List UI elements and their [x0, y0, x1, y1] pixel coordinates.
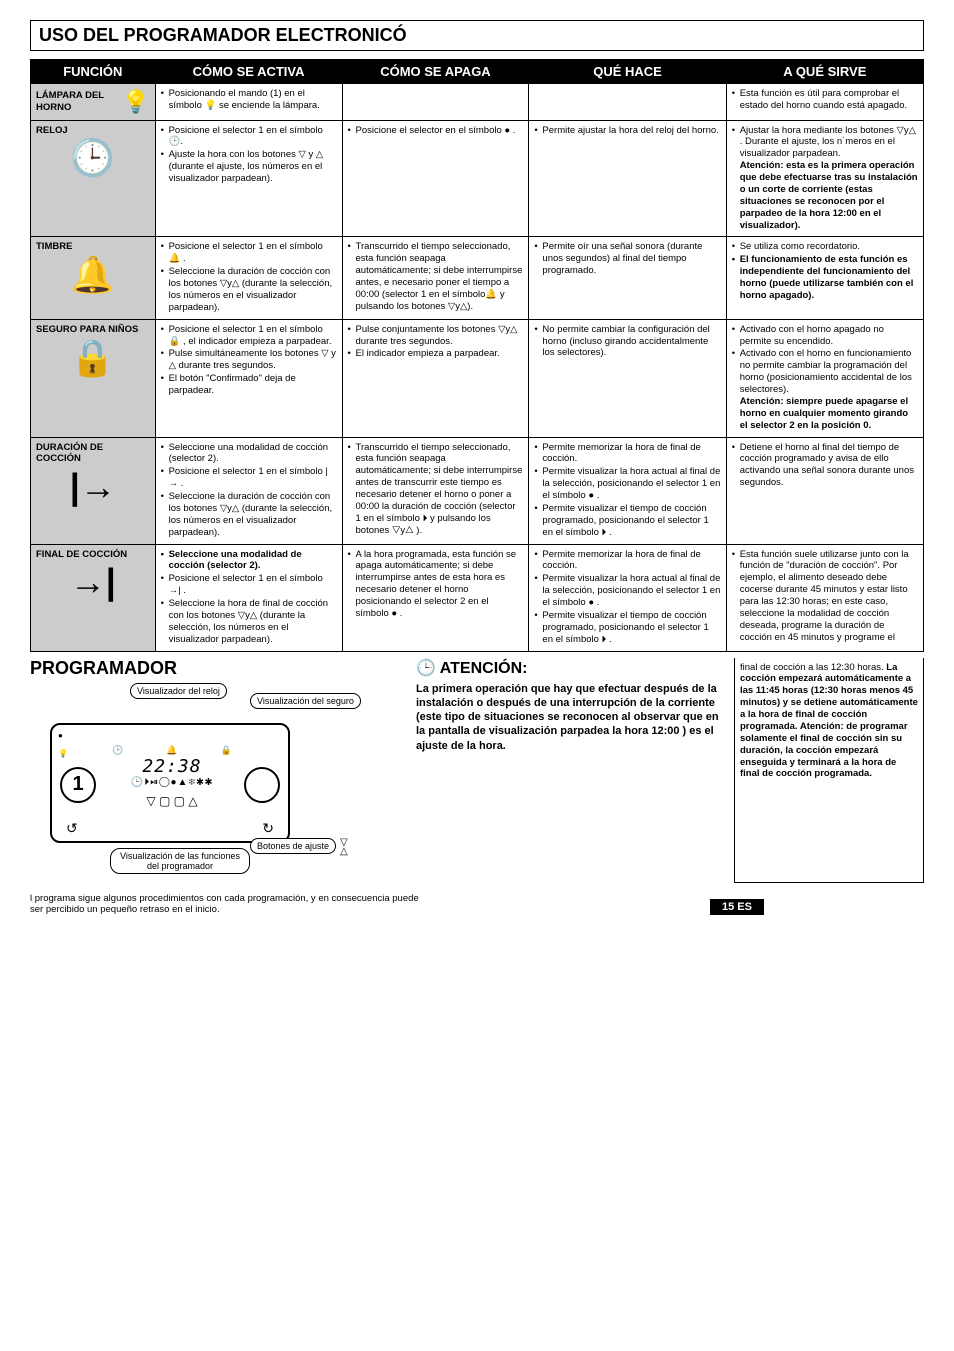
reloj-activa-1: Posicione el selector 1 en el símbolo 🕒. [161, 125, 337, 149]
auto-icon: 🕒 [112, 745, 123, 756]
lamp-icon: 💡 [122, 88, 149, 116]
title-bar: USO DEL PROGRAMADOR ELECTRONICÓ [30, 20, 924, 51]
header-funcion: FUNCIÓN [31, 60, 156, 84]
seguro-sirve-2: Activado con el horno en funcionamiento … [732, 348, 918, 431]
timbre-activa-1: Posicione el selector 1 en el símbolo 🔔 … [161, 241, 337, 265]
fin-activa-3: Seleccione la hora de final de cocción c… [161, 598, 337, 646]
selector-2[interactable] [244, 767, 280, 803]
control-panel: ● 💡 1 🕒 🔔 🔒 22:38 🕒⏵⏯◯●▲❄✱✱ ▽ ▢ ▢ △ ↺ ↻ [50, 723, 290, 843]
page-number: 15 ES [710, 899, 764, 915]
row-seguro: SEGURO PARA NIÑOS 🔒 Posicione el selecto… [31, 319, 924, 437]
timbre-activa-2: Seleccione la duración de cocción con lo… [161, 266, 337, 314]
func-seguro-name: SEGURO PARA NIÑOS [36, 324, 150, 336]
callout-botones: Botones de ajuste [250, 838, 336, 854]
dur-apaga: Transcurrido el tiempo seleccionado, est… [348, 442, 524, 537]
clock-icon: 🕒 [36, 140, 150, 176]
lamp-activa: Posicionando el mando (1) en el símbolo … [161, 88, 337, 112]
reloj-sirve: Ajustar la hora mediante los botones ▽y△… [732, 125, 918, 232]
fin-apaga: A la hora programada, esta función se ap… [348, 549, 524, 620]
bell-icon: 🔔 [36, 257, 150, 293]
lock-icon: 🔒 [36, 340, 150, 376]
fin-hace-1: Permite memorizar la hora de final de co… [534, 549, 720, 573]
fin-activa-1: Seleccione una modalidad de cocción (sel… [161, 549, 337, 573]
func-lampara-name: LÁMPARA DEL HORNO [36, 90, 120, 114]
seguro-activa-2: Pulse simultáneamente los botones ▽ y △ … [161, 348, 337, 372]
bottom-section: PROGRAMADOR Visualizador del reloj Visua… [30, 658, 924, 883]
arrow-right-icon: |→ [36, 469, 150, 505]
programador-title: PROGRAMADOR [30, 658, 410, 679]
callout-reloj: Visualizador del reloj [130, 683, 227, 699]
reloj-hace: Permite ajustar la hora del reloj del ho… [534, 125, 720, 137]
seguro-apaga-2: El indicador empieza a parpadear. [348, 348, 524, 360]
display-buttons: ▽ ▢ ▢ △ [112, 794, 232, 808]
atencion-text: La primera operación que hay que efectua… [416, 682, 728, 753]
func-final-name: FINAL DE COCCIÓN [36, 549, 150, 561]
seguro-activa-1: Posicione el selector 1 en el símbolo 🔒 … [161, 324, 337, 348]
row-lampara: LÁMPARA DEL HORNO 💡 Posicionando el mand… [31, 84, 924, 121]
lock-small-icon: 🔔 [166, 745, 177, 756]
dur-activa-2: Posicione el selector 1 en el símbolo |→… [161, 466, 337, 490]
dur-hace-3: Permite visualizar el tiempo de cocción … [534, 503, 720, 539]
display-time: 22:38 [112, 756, 232, 777]
lamp-sirve: Esta función es útil para comprobar el e… [732, 88, 918, 112]
page-title: USO DEL PROGRAMADOR ELECTRONICÓ [39, 25, 915, 46]
reloj-apaga: Posicione el selector en el símbolo ● . [348, 125, 524, 137]
row-duracion: DURACIÓN DE COCCIÓN |→ Seleccione una mo… [31, 437, 924, 544]
arrow-right-small-icon: ↻ [262, 820, 274, 837]
arrow-left-icon: ↺ [66, 820, 78, 837]
timbre-sirve-2: El funcionamiento de esta función es ind… [732, 254, 918, 302]
seguro-activa-3: El botón "Confirmado" deja de parpadear. [161, 373, 337, 397]
fin-hace-3: Permite visualizar el tiempo de cocción … [534, 610, 720, 646]
atencion-title: 🕒 ATENCIÓN: [416, 658, 728, 678]
dur-activa-1: Seleccione una modalidad de cocción (sel… [161, 442, 337, 466]
lock-tiny-icon: 🔒 [221, 745, 232, 756]
dur-hace-1: Permite memorizar la hora de final de co… [534, 442, 720, 466]
row-final: FINAL DE COCCIÓN →| Seleccione una modal… [31, 544, 924, 651]
display-symbols: 🕒⏵⏯◯●▲❄✱✱ [112, 777, 232, 788]
seguro-sirve-1: Activado con el horno apagado no permite… [732, 324, 918, 348]
functions-table: FUNCIÓN CÓMO SE ACTIVA CÓMO SE APAGA QUÉ… [30, 59, 924, 652]
seguro-apaga-1: Pulse conjuntamente los botones ▽y△ dura… [348, 324, 524, 348]
reloj-activa-2: Ajuste la hora con los botones ▽ y △ (du… [161, 149, 337, 185]
footer-note: l programa sigue algunos procedimientos … [30, 893, 430, 915]
fin-activa-2: Posicione el selector 1 en el símbolo →|… [161, 573, 337, 597]
dur-sirve: Detiene el horno al final del tiempo de … [732, 442, 918, 490]
header-hace: QUÉ HACE [529, 60, 726, 84]
seguro-hace: No permite cambiar la configuración del … [534, 324, 720, 360]
dur-hace-2: Permite visualizar la hora actual al fin… [534, 466, 720, 502]
header-apaga: CÓMO SE APAGA [342, 60, 529, 84]
header-activa: CÓMO SE ACTIVA [155, 60, 342, 84]
dur-activa-3: Seleccione la duración de cocción con lo… [161, 491, 337, 539]
timbre-hace: Permite oír una señal sonora (durante un… [534, 241, 720, 277]
func-duracion-name: DURACIÓN DE COCCIÓN [36, 442, 150, 466]
row-timbre: TIMBRE 🔔 Posicione el selector 1 en el s… [31, 237, 924, 319]
atencion-block: 🕒 ATENCIÓN: La primera operación que hay… [416, 658, 728, 883]
programador-block: PROGRAMADOR Visualizador del reloj Visua… [30, 658, 410, 883]
callout-seguro: Visualización del seguro [250, 693, 361, 709]
selector-1[interactable]: 1 [60, 767, 96, 803]
right-continued: final de cocción a las 12:30 horas. La c… [734, 658, 924, 883]
fin-sirve: Esta función suele utilizarse junto con … [732, 549, 918, 644]
func-reloj-name: RELOJ [36, 125, 150, 137]
triangle-icons: ▽△ [340, 838, 348, 856]
row-reloj: RELOJ 🕒 Posicione el selector 1 en el sí… [31, 120, 924, 237]
timbre-apaga: Transcurrido el tiempo seleccionado, est… [348, 241, 524, 312]
lamp-small-icon: 💡 [58, 749, 68, 758]
func-timbre-name: TIMBRE [36, 241, 150, 253]
arrow-stop-icon: →| [36, 564, 150, 600]
programador-diagram: Visualizador del reloj Visualización del… [30, 683, 410, 883]
header-sirve: A QUÉ SIRVE [726, 60, 923, 84]
dot-icon: ● [58, 731, 63, 740]
timbre-sirve-1: Se utiliza como recordatorio. [732, 241, 918, 253]
callout-funciones: Visualización de las funciones del progr… [110, 848, 250, 874]
fin-hace-2: Permite visualizar la hora actual al fin… [534, 573, 720, 609]
